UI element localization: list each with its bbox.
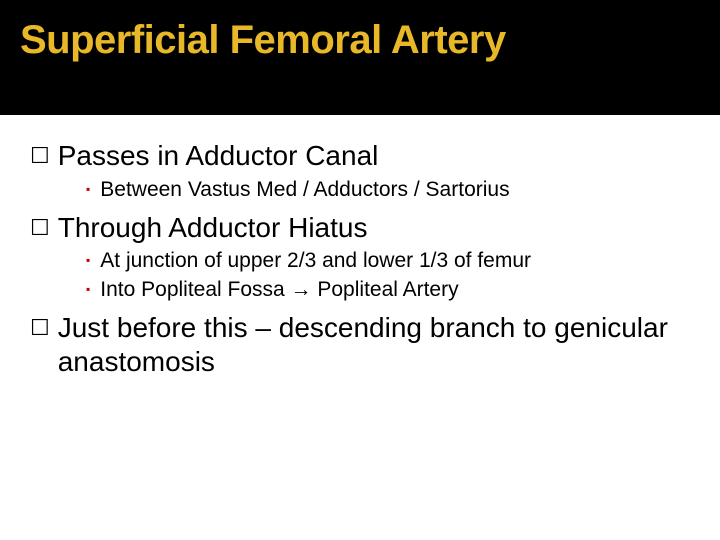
bullet-text: Just before this – descending branch to … [58, 311, 690, 378]
bullet-level1: ☐ Passes in Adductor Canal [30, 139, 690, 173]
slide-title: Superficial Femoral Artery [20, 18, 700, 63]
small-square-icon: ▪ [86, 253, 90, 267]
bullet-level2: ▪ Into Popliteal Fossa → Popliteal Arter… [86, 277, 690, 303]
bullet-level1: ☐ Just before this – descending branch t… [30, 311, 690, 378]
bullet-text: Through Adductor Hiatus [58, 211, 690, 245]
small-square-icon: ▪ [86, 182, 90, 196]
bullet-text: Into Popliteal Fossa → Popliteal Artery [100, 277, 690, 303]
small-square-icon: ▪ [86, 282, 90, 296]
bullet-text: Passes in Adductor Canal [58, 139, 690, 173]
bullet-text: Between Vastus Med / Adductors / Sartori… [100, 177, 690, 203]
bullet-text: At junction of upper 2/3 and lower 1/3 o… [100, 248, 690, 274]
square-bullet-icon: ☐ [30, 317, 50, 339]
bullet-level2: ▪ At junction of upper 2/3 and lower 1/3… [86, 248, 690, 274]
bullet-level1: ☐ Through Adductor Hiatus [30, 211, 690, 245]
square-bullet-icon: ☐ [30, 145, 50, 167]
slide-content: ☐ Passes in Adductor Canal ▪ Between Vas… [0, 115, 720, 378]
title-bar: Superficial Femoral Artery [0, 0, 720, 115]
bullet-level2: ▪ Between Vastus Med / Adductors / Sarto… [86, 177, 690, 203]
square-bullet-icon: ☐ [30, 217, 50, 239]
